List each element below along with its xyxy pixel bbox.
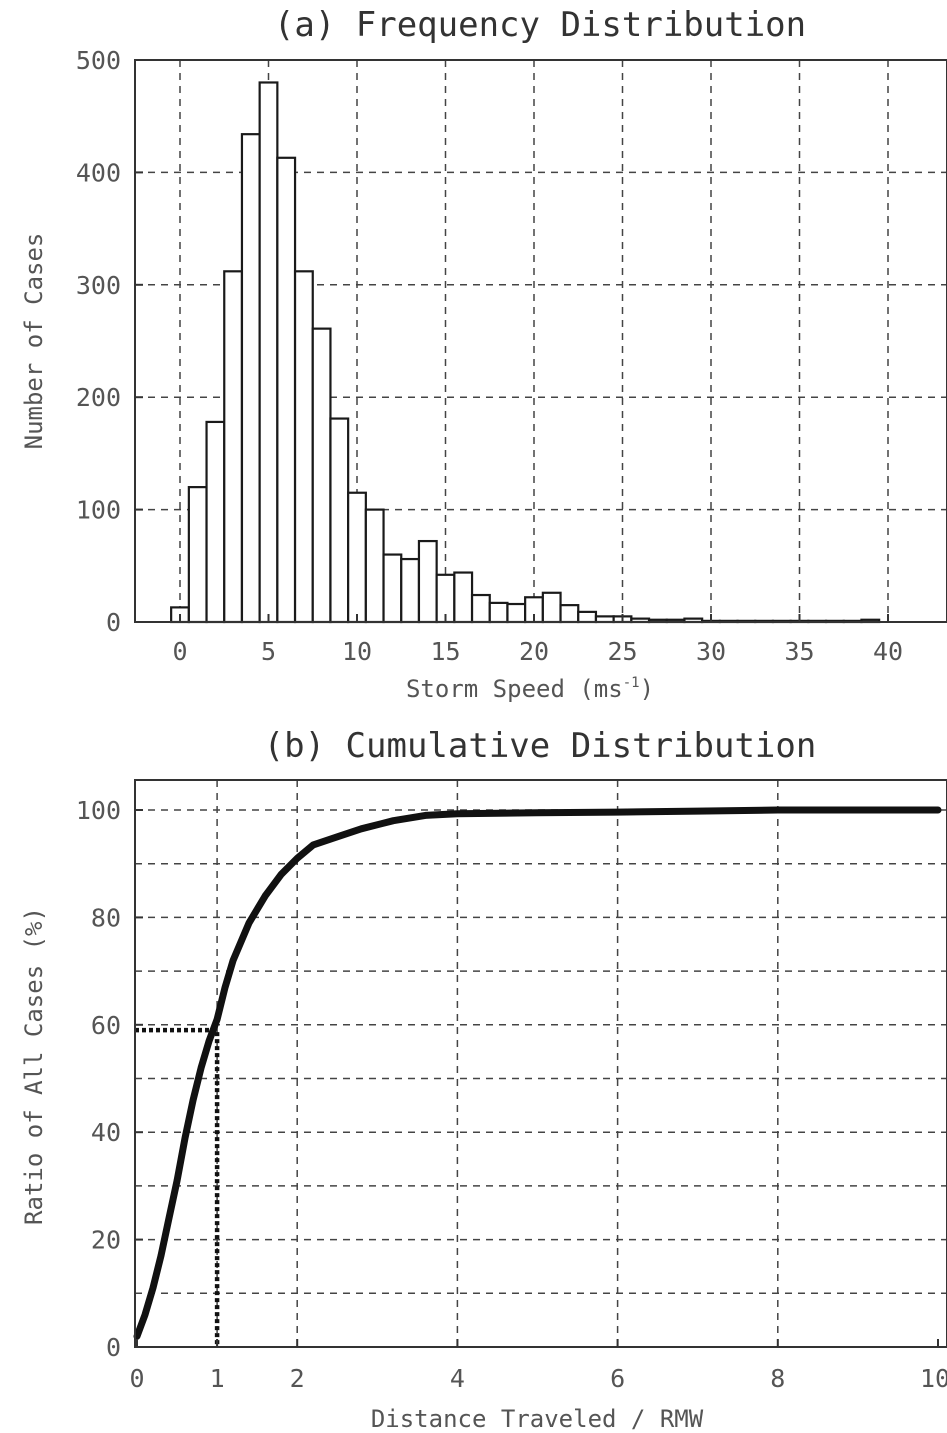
histogram-bar bbox=[293, 270, 314, 624]
frequency-x-ticks: 0 5 10 15 20 25 30 35 40 bbox=[172, 614, 903, 666]
frequency-distribution-panel: (a) Frequency Distribution 0 5 10 15 20 25 30 3… bbox=[20, 5, 947, 703]
cumulative-plot-frame bbox=[134, 779, 947, 1348]
cumulative-x-tick-label: 0 bbox=[129, 1364, 144, 1393]
frequency-y-tick-label: 400 bbox=[76, 158, 121, 187]
histogram-bar bbox=[453, 571, 474, 624]
cumulative-distribution-panel: (b) Cumulative Distribution 0 1 2 4 6 8 10 0 20… bbox=[20, 726, 947, 1433]
frequency-y-tick-label: 200 bbox=[76, 383, 121, 412]
histogram-bar bbox=[470, 593, 491, 624]
cumulative-x-tick-label: 10 bbox=[920, 1364, 947, 1393]
cumulative-chart-title: (b) Cumulative Distribution bbox=[264, 726, 817, 766]
histogram-bar bbox=[276, 156, 297, 624]
histogram-bar bbox=[382, 553, 403, 624]
histogram-bar bbox=[347, 491, 367, 624]
cumulative-curve bbox=[133, 806, 942, 1340]
histogram-bar bbox=[559, 604, 580, 624]
frequency-x-tick-label: 30 bbox=[696, 637, 726, 666]
frequency-y-tick-label: 100 bbox=[76, 496, 121, 525]
frequency-x-tick-label: 40 bbox=[873, 637, 903, 666]
histogram-bar bbox=[577, 610, 598, 624]
cumulative-x-tick-label: 8 bbox=[770, 1364, 785, 1393]
frequency-y-ticks: 0 100 200 300 400 500 bbox=[76, 46, 143, 637]
frequency-bars bbox=[170, 81, 881, 624]
frequency-plot-frame bbox=[134, 59, 947, 623]
histogram-bar bbox=[541, 591, 562, 624]
histogram-bar bbox=[506, 602, 527, 624]
frequency-y-tick-label: 0 bbox=[106, 608, 121, 637]
frequency-y-tick-label: 300 bbox=[76, 271, 121, 300]
histogram-bar bbox=[258, 81, 279, 624]
frequency-chart-title: (a) Frequency Distribution bbox=[274, 5, 806, 45]
histogram-bar bbox=[311, 327, 332, 624]
frequency-y-tick-label: 500 bbox=[76, 46, 121, 75]
histogram-bar bbox=[205, 420, 226, 624]
cumulative-x-tick-label: 6 bbox=[610, 1364, 625, 1393]
cumulative-y-tick-label: 60 bbox=[91, 1011, 121, 1040]
histogram-bar bbox=[223, 270, 244, 624]
cumulative-x-tick-label: 2 bbox=[290, 1364, 305, 1393]
frequency-x-tick-label: 0 bbox=[172, 637, 187, 666]
cumulative-y-tick-label: 80 bbox=[91, 903, 121, 932]
frequency-x-tick-label: 15 bbox=[430, 637, 460, 666]
cumulative-gridlines bbox=[135, 780, 947, 1347]
frequency-y-axis-label: Number of Cases bbox=[20, 233, 48, 450]
cumulative-x-ticks: 0 1 2 4 6 8 10 bbox=[129, 1339, 947, 1393]
cumulative-y-tick-label: 0 bbox=[106, 1333, 121, 1362]
frequency-x-axis-label-superscript: -1 bbox=[623, 675, 640, 691]
histogram-bar bbox=[364, 508, 385, 624]
cumulative-x-axis-label: Distance Traveled / RMW bbox=[371, 1405, 704, 1433]
cumulative-x-tick-label: 1 bbox=[210, 1364, 225, 1393]
frequency-x-tick-label: 5 bbox=[261, 637, 276, 666]
frequency-x-tick-label: 20 bbox=[519, 637, 549, 666]
frequency-x-tick-label: 35 bbox=[784, 637, 814, 666]
histogram-bar bbox=[417, 539, 438, 624]
cumulative-x-tick-label: 4 bbox=[450, 1364, 465, 1393]
histogram-bar bbox=[187, 486, 208, 624]
cumulative-y-tick-label: 20 bbox=[91, 1226, 121, 1255]
frequency-x-axis-label: Storm Speed (ms-1) bbox=[406, 675, 654, 703]
cumulative-y-axis-label: Ratio of All Cases (%) bbox=[20, 907, 48, 1225]
cumulative-y-ticks: 0 20 40 60 80 100 bbox=[76, 796, 143, 1362]
histogram-bar bbox=[400, 557, 421, 624]
histogram-bar bbox=[329, 417, 350, 624]
histogram-bar bbox=[240, 133, 261, 624]
frequency-x-tick-label: 25 bbox=[607, 637, 637, 666]
cumulative-y-tick-label: 100 bbox=[76, 796, 121, 825]
cumulative-y-tick-label: 40 bbox=[91, 1118, 121, 1147]
histogram-bar bbox=[488, 601, 509, 624]
frequency-x-tick-label: 10 bbox=[342, 637, 372, 666]
